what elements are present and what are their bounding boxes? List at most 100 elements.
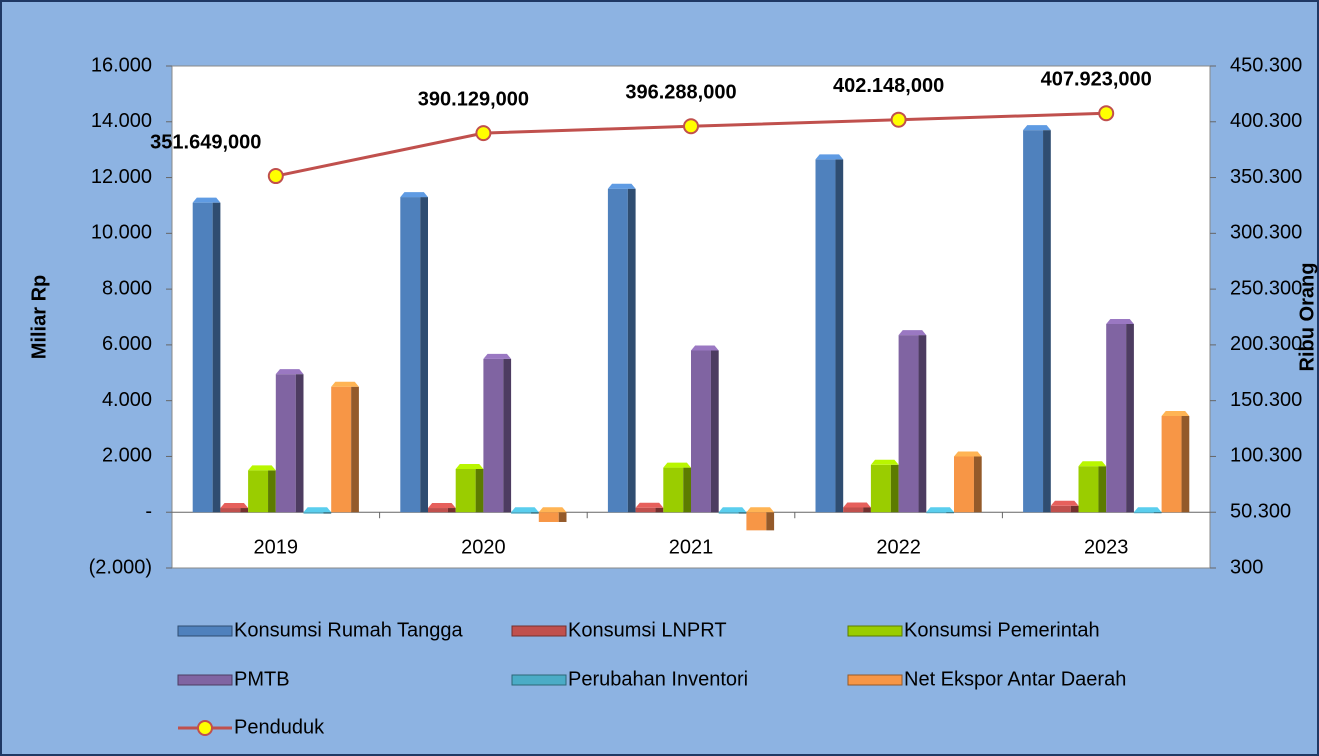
bar-side xyxy=(531,512,539,514)
data-label: 351.649,000 xyxy=(150,131,261,153)
bar xyxy=(746,507,775,531)
bar-top xyxy=(1023,125,1051,131)
bar-top xyxy=(248,465,276,471)
bar-face xyxy=(220,508,241,513)
bar-top xyxy=(718,507,747,513)
y-tick-label: 14.000 xyxy=(91,110,152,132)
y-tick-label: 6.000 xyxy=(102,333,152,355)
data-label: 407.923,000 xyxy=(1041,69,1152,91)
bar-top xyxy=(455,463,484,469)
y2-axis-title: Ribu Orang xyxy=(1296,263,1318,372)
bar-face xyxy=(635,507,656,513)
legend-swatch xyxy=(511,625,567,637)
x-tick-label: 2020 xyxy=(461,537,506,559)
bar-side xyxy=(710,350,719,513)
bar-side xyxy=(558,512,567,522)
bar-face xyxy=(331,386,352,513)
y-tick-label: 4.000 xyxy=(102,389,152,411)
bar-face xyxy=(248,470,269,513)
bar-side xyxy=(766,512,775,531)
legend-swatch xyxy=(847,674,903,686)
bar-side xyxy=(1181,416,1190,513)
bar xyxy=(815,154,844,513)
x-tick-label: 2019 xyxy=(254,537,299,559)
y2-tick-label: 150.300 xyxy=(1230,389,1302,411)
bar-side xyxy=(447,508,456,513)
bar-top xyxy=(1078,461,1107,467)
bar-top xyxy=(691,345,719,351)
bar-side xyxy=(420,197,428,513)
y-tick-label: 16.000 xyxy=(91,54,152,76)
bar-side xyxy=(503,358,512,513)
bar-face xyxy=(1161,416,1182,513)
x-tick-label: 2022 xyxy=(876,537,921,559)
bar-side xyxy=(1043,130,1051,513)
bar-top xyxy=(1106,318,1134,324)
bar xyxy=(691,345,719,513)
bar-side xyxy=(1098,466,1107,513)
y2-tick-label: 200.300 xyxy=(1230,333,1302,355)
line-marker xyxy=(267,168,284,185)
y-axis-title: Miliar Rp xyxy=(28,275,50,359)
bar xyxy=(1078,461,1107,513)
legend-swatch xyxy=(847,625,903,637)
bar-face xyxy=(483,358,504,513)
bar-face xyxy=(455,468,476,513)
bar xyxy=(1106,318,1134,513)
bar xyxy=(275,369,304,513)
bar-top xyxy=(428,503,456,509)
bar xyxy=(400,192,428,513)
bar-side xyxy=(1070,505,1079,513)
bar-face xyxy=(607,188,628,513)
bar xyxy=(455,463,484,513)
bar xyxy=(718,507,747,514)
bar-face xyxy=(400,197,421,513)
bar-side xyxy=(268,470,276,513)
bar-side xyxy=(323,512,332,514)
bar xyxy=(303,507,332,514)
y2-tick-label: 50.300 xyxy=(1230,501,1291,523)
x-tick-label: 2021 xyxy=(669,537,714,559)
bar-top xyxy=(1133,507,1162,513)
bar-side xyxy=(475,468,484,513)
bar-face xyxy=(954,456,974,513)
legend-label: Penduduk xyxy=(234,716,325,738)
bar-face xyxy=(870,464,891,513)
bar-top xyxy=(220,503,249,509)
y-tick-label: - xyxy=(145,501,152,523)
bar-top xyxy=(1161,411,1190,417)
bar-side xyxy=(240,508,249,513)
y2-tick-label: 300 xyxy=(1230,556,1263,578)
bar-face xyxy=(926,512,947,514)
bar-side xyxy=(918,335,927,513)
bar-top xyxy=(331,381,359,387)
bar-face xyxy=(1078,466,1099,513)
bar-top xyxy=(926,507,954,513)
bar-side xyxy=(351,386,359,513)
line-marker xyxy=(1098,105,1115,122)
bar xyxy=(428,503,456,513)
bar-top xyxy=(954,451,982,457)
y-tick-label: 10.000 xyxy=(91,222,152,244)
bar-face xyxy=(428,508,448,513)
bar xyxy=(954,451,982,513)
y-tick-label: 2.000 xyxy=(102,445,152,467)
bar-top xyxy=(192,197,221,203)
bar xyxy=(220,503,249,513)
bar-top xyxy=(1050,500,1079,506)
bar-top xyxy=(635,502,664,508)
bar xyxy=(1161,411,1190,513)
x-tick-label: 2023 xyxy=(1084,537,1129,559)
bar-side xyxy=(295,374,304,513)
bar xyxy=(607,183,636,513)
bar xyxy=(483,353,512,513)
bar-side xyxy=(890,464,899,513)
bar-face xyxy=(663,467,684,513)
legend-marker xyxy=(197,720,213,736)
bar-face xyxy=(303,512,324,514)
y2-tick-label: 250.300 xyxy=(1230,277,1302,299)
bar-top xyxy=(870,459,899,465)
bar-top xyxy=(663,462,691,468)
bar-face xyxy=(843,507,864,513)
bar-side xyxy=(863,507,871,513)
